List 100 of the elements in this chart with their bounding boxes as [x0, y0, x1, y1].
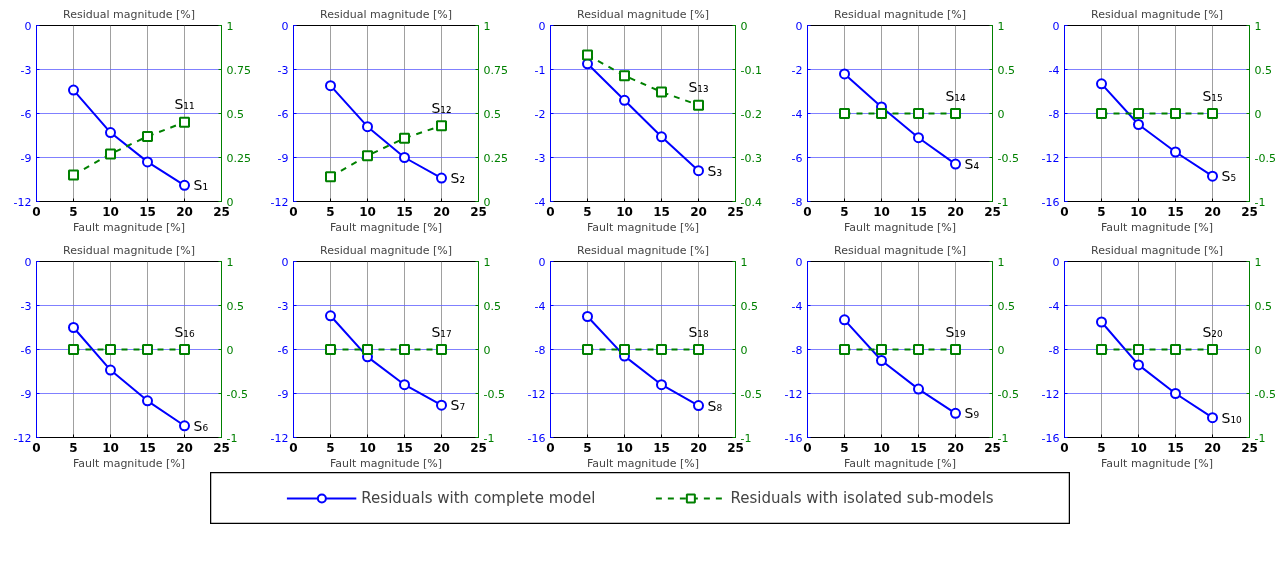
y2-tick-label: -0.5 [997, 151, 1019, 165]
x-tick-label: 10 [616, 204, 633, 219]
x-tick-label: 10 [359, 204, 376, 219]
y-tick-label: -16 [527, 431, 546, 445]
x-axis-title: Fault magnitude [%] [844, 456, 956, 470]
x-tick-label: 20 [176, 204, 193, 219]
x-tick-label: 15 [396, 204, 413, 219]
y-tick-label: 0 [24, 255, 32, 269]
y-tick-label: -8 [791, 343, 803, 357]
y-tick-label: -4 [791, 107, 803, 121]
annotation: S₂₀ [1202, 323, 1223, 340]
annotation: S₁₉ [945, 323, 966, 340]
x-tick-label: 5 [69, 440, 78, 455]
annotation: S₁₄ [945, 87, 966, 104]
y2-tick-label: -0.3 [740, 151, 762, 165]
x-tick-label: 5 [1097, 440, 1106, 455]
y2-tick-label: 0.5 [226, 107, 244, 121]
y2-tick-label: -0.5 [1254, 387, 1276, 401]
x-tick-label: 25 [1241, 204, 1258, 219]
y-tick-label: -6 [277, 107, 289, 121]
annotation: S₁₈ [688, 323, 709, 340]
y2-tick-label: -0.1 [740, 63, 762, 77]
x-axis-title: Fault magnitude [%] [330, 220, 442, 234]
y-tick-label: -6 [20, 107, 32, 121]
y-tick-label: -3 [277, 63, 289, 77]
y2-tick-label: -0.5 [483, 387, 505, 401]
y2-tick-label: 0.5 [997, 63, 1015, 77]
chart-title: Residual magnitude [%] [63, 7, 195, 21]
y-tick-label: -9 [277, 151, 289, 165]
y-tick-label: -8 [791, 195, 803, 209]
x-tick-label: 10 [616, 440, 633, 455]
y-tick-label: 0 [538, 19, 546, 33]
y-tick-label: -6 [20, 343, 32, 357]
y-tick-label: 0 [538, 255, 546, 269]
x-tick-label: 20 [690, 204, 707, 219]
y-tick-label: -4 [1048, 63, 1060, 77]
x-tick-label: 10 [359, 440, 376, 455]
y2-tick-label: 0 [226, 343, 234, 357]
y2-tick-label: 1 [997, 255, 1005, 269]
y-tick-label: -3 [20, 63, 32, 77]
annotation: S₁₆ [174, 323, 195, 340]
x-tick-label: 25 [213, 440, 230, 455]
y-tick-label: -9 [20, 151, 32, 165]
y2-tick-label: -0.5 [1254, 151, 1276, 165]
y-tick-label: -3 [534, 151, 546, 165]
y-tick-label: -12 [784, 387, 803, 401]
x-tick-label: 10 [102, 440, 119, 455]
x-tick-label: 20 [1204, 204, 1221, 219]
y-tick-label: -12 [270, 195, 289, 209]
annotation: S₁ [193, 177, 208, 194]
y-tick-label: -12 [270, 431, 289, 445]
y-tick-label: -6 [791, 151, 803, 165]
y-tick-label: -9 [277, 387, 289, 401]
y2-tick-label: 0.25 [226, 151, 251, 165]
x-tick-label: 5 [840, 204, 849, 219]
y-tick-label: 0 [1052, 255, 1060, 269]
y2-tick-label: 0 [740, 343, 748, 357]
y2-tick-label: -0.5 [740, 387, 762, 401]
y-tick-label: -8 [1048, 107, 1060, 121]
y2-tick-label: 0.5 [740, 299, 758, 313]
annotation: S₅ [1221, 168, 1236, 185]
annotation: S₄ [964, 156, 980, 173]
x-tick-label: 5 [583, 204, 592, 219]
y-tick-label: -8 [1048, 343, 1060, 357]
x-tick-label: 25 [727, 440, 744, 455]
annotation: S₁₃ [688, 79, 709, 96]
y-tick-label: -1 [534, 63, 546, 77]
x-tick-label: 20 [1204, 440, 1221, 455]
y-tick-label: -12 [1041, 151, 1060, 165]
y2-tick-label: 1 [483, 19, 491, 33]
y2-tick-label: 0.75 [226, 63, 251, 77]
x-tick-label: 25 [1241, 440, 1258, 455]
x-tick-label: 20 [690, 440, 707, 455]
y-tick-label: -2 [534, 107, 546, 121]
y2-tick-label: 0 [483, 343, 491, 357]
x-tick-label: 15 [396, 440, 413, 455]
y2-tick-label: -0.5 [997, 387, 1019, 401]
y-tick-label: -12 [527, 387, 546, 401]
x-axis-title: Fault magnitude [%] [1101, 220, 1213, 234]
x-axis-title: Fault magnitude [%] [1101, 456, 1213, 470]
x-tick-label: 10 [102, 204, 119, 219]
annotation: S₇ [450, 397, 465, 414]
y-tick-label: -12 [13, 431, 32, 445]
x-axis-title: Fault magnitude [%] [844, 220, 956, 234]
y-tick-label: -3 [277, 299, 289, 313]
x-tick-label: 15 [139, 440, 156, 455]
y-tick-label: -16 [784, 431, 803, 445]
x-tick-label: 15 [653, 204, 670, 219]
y2-tick-label: 0.5 [997, 299, 1015, 313]
y2-tick-label: 1 [483, 255, 491, 269]
x-axis-title: Fault magnitude [%] [587, 456, 699, 470]
y-tick-label: -2 [791, 63, 803, 77]
y2-tick-label: 0 [1254, 107, 1262, 121]
y-tick-label: 0 [795, 255, 803, 269]
x-tick-label: 5 [1097, 204, 1106, 219]
y2-tick-label: 1 [226, 19, 234, 33]
x-axis-title: Fault magnitude [%] [73, 220, 185, 234]
y2-tick-label: -0.2 [740, 107, 762, 121]
x-tick-label: 25 [984, 440, 1001, 455]
annotation: S₁₅ [1202, 87, 1223, 104]
